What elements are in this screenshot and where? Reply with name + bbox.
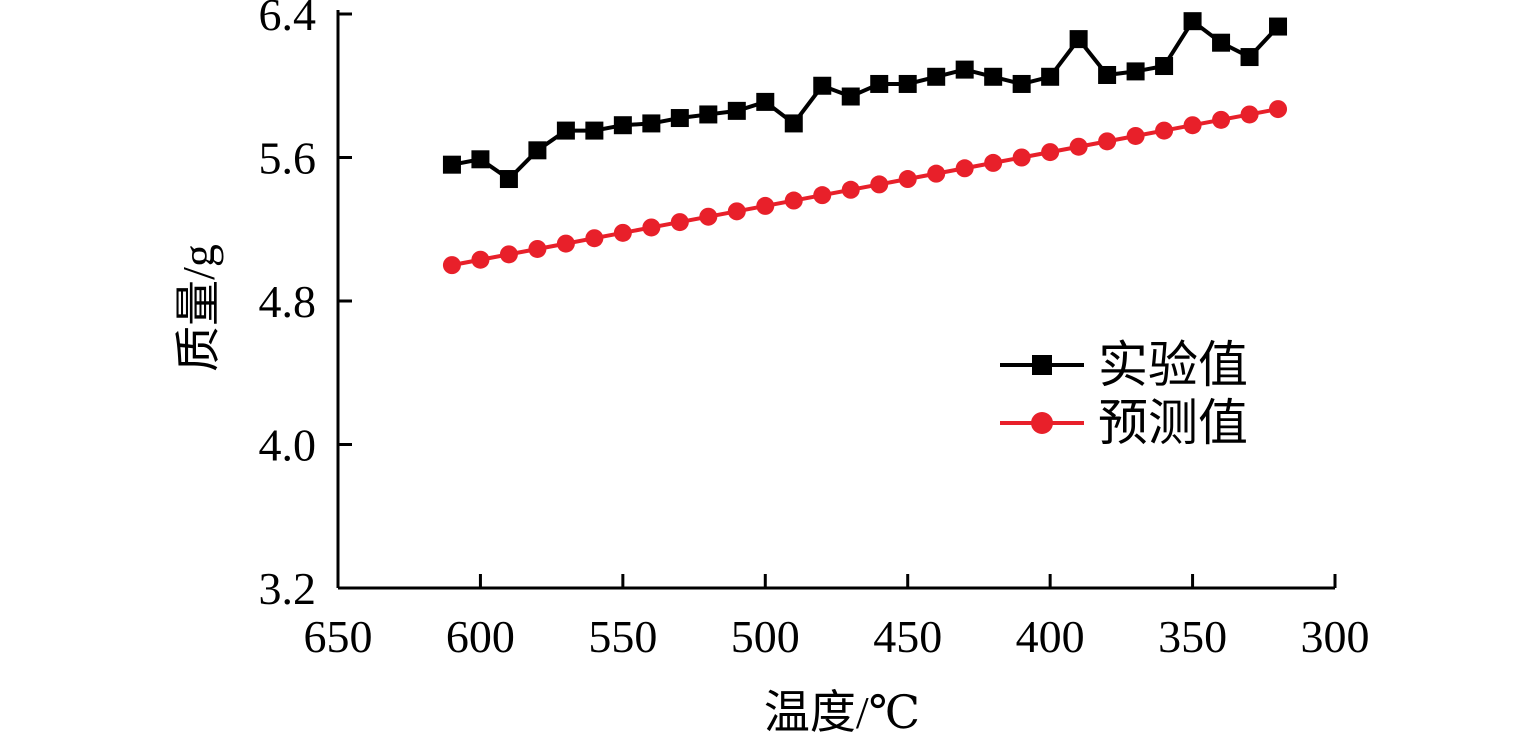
x-tick-label: 650 xyxy=(304,611,373,662)
data-point xyxy=(1155,121,1174,140)
data-point xyxy=(442,155,461,174)
y-tick-label: 6.4 xyxy=(259,0,317,40)
y-tick-label: 3.2 xyxy=(259,563,317,614)
data-point xyxy=(670,213,689,232)
data-point xyxy=(556,121,575,140)
data-point xyxy=(727,101,746,120)
data-point xyxy=(841,87,860,106)
data-point xyxy=(1012,148,1031,167)
data-point xyxy=(1069,30,1088,49)
data-point xyxy=(727,202,746,221)
x-axis-title: 温度/℃ xyxy=(764,687,920,736)
data-point xyxy=(471,250,490,269)
legend-label: 实验值 xyxy=(1098,337,1248,393)
data-point xyxy=(442,256,461,275)
data-point xyxy=(1269,17,1288,36)
data-point xyxy=(499,245,518,264)
data-point xyxy=(1240,105,1259,124)
data-point xyxy=(1041,67,1060,86)
data-point xyxy=(471,150,490,169)
data-point xyxy=(1041,143,1060,162)
legend-item: 预测值 xyxy=(1000,395,1248,451)
y-axis-title: 质量/g xyxy=(173,244,224,372)
data-point xyxy=(1126,62,1145,81)
data-point xyxy=(613,116,632,135)
data-point xyxy=(984,153,1003,172)
data-point xyxy=(585,229,604,248)
series-实验值 xyxy=(442,12,1288,189)
data-point xyxy=(528,141,547,160)
data-point xyxy=(528,239,547,258)
data-point xyxy=(556,234,575,253)
data-point xyxy=(756,196,775,215)
data-point xyxy=(1012,74,1031,93)
legend-label: 预测值 xyxy=(1098,395,1248,451)
data-point xyxy=(784,191,803,210)
data-point xyxy=(813,186,832,205)
legend-item: 实验值 xyxy=(1000,337,1248,393)
data-point xyxy=(1098,132,1117,151)
data-point xyxy=(955,60,974,79)
data-point xyxy=(642,114,661,133)
data-point xyxy=(756,92,775,111)
data-point xyxy=(841,180,860,199)
x-tick-label: 350 xyxy=(1158,611,1227,662)
data-point xyxy=(1126,126,1145,145)
data-point xyxy=(1155,57,1174,76)
x-ticks: 650 600 550 500 450 400 350 300 xyxy=(304,574,1370,662)
data-point xyxy=(699,207,718,226)
y-tick-label: 4.0 xyxy=(259,420,317,471)
data-point xyxy=(784,114,803,133)
series-layer xyxy=(442,12,1288,275)
data-point xyxy=(699,105,718,124)
y-tick-label: 5.6 xyxy=(259,133,317,184)
data-point xyxy=(870,175,889,194)
legend-marker xyxy=(1031,412,1053,434)
data-point xyxy=(927,67,946,86)
data-point xyxy=(955,159,974,178)
y-ticks: 3.2 4.0 4.8 5.6 6.4 xyxy=(259,0,352,614)
legend-marker xyxy=(1032,355,1052,375)
x-tick-label: 400 xyxy=(1016,611,1085,662)
series-预测值 xyxy=(442,100,1288,275)
x-tick-label: 550 xyxy=(588,611,657,662)
data-point xyxy=(585,121,604,140)
data-point xyxy=(499,170,518,189)
x-tick-label: 500 xyxy=(731,611,800,662)
data-point xyxy=(898,170,917,189)
data-point xyxy=(670,109,689,128)
data-point xyxy=(813,76,832,95)
data-point xyxy=(1240,48,1259,67)
data-point xyxy=(1212,110,1231,129)
data-point xyxy=(1098,65,1117,84)
data-point xyxy=(927,164,946,183)
data-point xyxy=(642,218,661,237)
x-tick-label: 450 xyxy=(873,611,942,662)
axes xyxy=(336,10,1335,590)
data-point xyxy=(898,74,917,93)
series-line xyxy=(451,18,1280,182)
x-tick-label: 600 xyxy=(446,611,515,662)
x-tick-label: 300 xyxy=(1301,611,1370,662)
y-tick-label: 4.8 xyxy=(259,276,317,327)
data-point xyxy=(1269,100,1288,119)
data-point xyxy=(613,223,632,242)
data-point xyxy=(984,67,1003,86)
data-point xyxy=(1183,12,1202,31)
data-point xyxy=(1212,33,1231,52)
data-point xyxy=(870,74,889,93)
data-point xyxy=(1069,137,1088,156)
data-point xyxy=(1183,116,1202,135)
